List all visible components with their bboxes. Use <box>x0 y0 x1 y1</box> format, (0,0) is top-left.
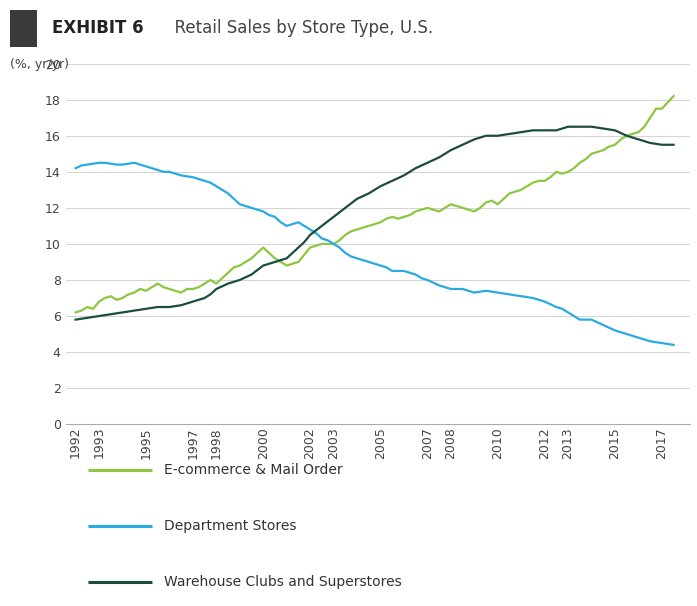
Text: E-commerce & Mail Order: E-commerce & Mail Order <box>164 463 343 478</box>
Text: (%, yr/yr): (%, yr/yr) <box>10 58 70 70</box>
Text: Department Stores: Department Stores <box>164 519 297 533</box>
Text: Warehouse Clubs and Superstores: Warehouse Clubs and Superstores <box>164 575 402 589</box>
Text: Retail Sales by Store Type, U.S.: Retail Sales by Store Type, U.S. <box>164 19 433 37</box>
Text: EXHIBIT 6: EXHIBIT 6 <box>52 19 144 37</box>
Bar <box>10 10 37 47</box>
